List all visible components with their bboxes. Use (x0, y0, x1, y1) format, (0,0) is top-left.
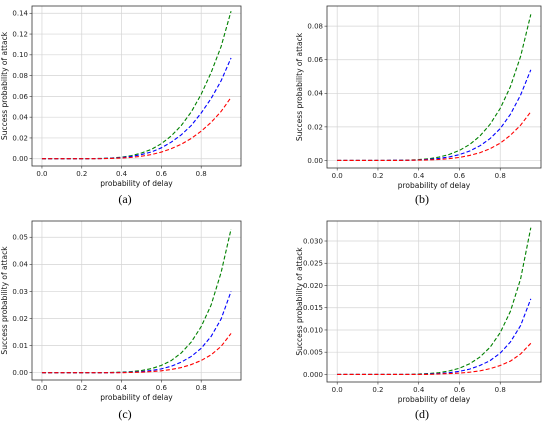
x-tick-label: 0.8 (495, 386, 506, 394)
y-tick-label: 0.030 (303, 237, 323, 245)
x-tick-label: 0.2 (372, 386, 383, 394)
y-tick-label: 0.00 (12, 155, 28, 163)
panel-caption: (c) (118, 407, 131, 421)
x-tick-label: 0.2 (372, 172, 383, 180)
x-axis-label: probability of delay (100, 393, 173, 402)
series-line-2 (41, 57, 232, 160)
y-tick-label: 0.01 (12, 342, 28, 350)
x-tick-label: 0.6 (454, 386, 466, 394)
x-tick-label: 0.2 (76, 384, 87, 392)
x-axis-label: probability of delay (100, 179, 173, 188)
y-tick-label: 0.04 (12, 114, 28, 122)
y-axis-label: Success probability of attack (295, 247, 304, 356)
y-tick-label: 0.02 (307, 123, 323, 131)
x-tick-label: 0.4 (413, 172, 425, 180)
y-tick-label: 0.000 (303, 371, 323, 379)
series-line-2 (41, 291, 232, 374)
y-tick-label: 0.08 (12, 72, 28, 80)
y-tick-label: 0.00 (12, 369, 28, 377)
x-tick-label: 0.0 (332, 172, 343, 180)
plot-frame (326, 5, 542, 169)
y-tick-label: 0.06 (307, 56, 323, 64)
y-tick-label: 0.05 (12, 234, 28, 242)
x-tick-label: 0.0 (36, 170, 47, 178)
y-tick-label: 0.00 (307, 157, 323, 165)
y-tick-label: 0.010 (303, 326, 323, 334)
y-axis-label: Success probability of attack (0, 246, 9, 355)
y-tick-label: 0.005 (303, 349, 323, 357)
x-tick-label: 0.0 (332, 386, 343, 394)
y-tick-label: 0.02 (12, 134, 28, 142)
x-tick-label: 0.8 (196, 384, 207, 392)
series-line-2 (337, 298, 532, 375)
series-line-1 (337, 14, 532, 161)
y-tick-label: 0.04 (307, 90, 323, 98)
x-tick-label: 0.0 (36, 384, 47, 392)
series-line-3 (337, 342, 532, 375)
y-tick-label: 0.04 (12, 261, 28, 269)
chart-panel-d: 0.0 0.2 0.4 0.6 0.8 0.000 0.005 0.010 0.015 0.020… (295, 220, 542, 421)
x-axis-label: probability of delay (398, 181, 471, 190)
x-axis-label: probability of delay (398, 395, 471, 404)
y-tick-label: 0.025 (303, 260, 323, 268)
y-axis-label: Success probability of attack (295, 32, 304, 141)
series-line-3 (337, 111, 532, 161)
panel-caption: (d) (415, 407, 429, 421)
y-tick-label: 0.12 (12, 30, 28, 38)
x-tick-label: 0.2 (76, 170, 87, 178)
x-tick-label: 0.6 (156, 384, 168, 392)
panel-caption: (b) (415, 192, 429, 206)
series-line-1 (41, 229, 232, 374)
series-line-3 (41, 333, 232, 374)
x-tick-label: 0.6 (156, 170, 168, 178)
x-tick-label: 0.4 (413, 386, 425, 394)
series-line-1 (41, 11, 232, 160)
y-axis-label: Success probability of attack (0, 31, 9, 140)
x-tick-label: 0.4 (116, 170, 128, 178)
series-line-3 (41, 97, 232, 160)
y-tick-label: 0.02 (12, 315, 28, 323)
series-line-2 (337, 69, 532, 161)
series-line-1 (337, 227, 532, 375)
plot-frame (31, 5, 242, 167)
panel-caption: (a) (118, 192, 131, 206)
y-tick-label: 0.08 (307, 23, 323, 31)
chart-panel-b: 0.0 0.2 0.4 0.6 0.8 0.00 0.02 0.04 0.06 0.08 proba… (295, 5, 542, 206)
chart-panel-a: 0.0 0.2 0.4 0.6 0.8 0.00 0.02 0.04 0.06 0.08 0.10 0… (0, 5, 242, 206)
y-tick-label: 0.020 (303, 282, 323, 290)
plot-frame (326, 220, 542, 383)
y-tick-label: 0.015 (303, 304, 323, 312)
x-tick-label: 0.6 (454, 172, 466, 180)
y-tick-label: 0.10 (12, 51, 28, 59)
plot-frame (31, 220, 242, 381)
y-tick-label: 0.06 (12, 93, 28, 101)
chart-panel-c: 0.0 0.2 0.4 0.6 0.8 0.00 0.01 0.02 0.03 0.04 0.05 p… (0, 220, 242, 421)
x-tick-label: 0.8 (495, 172, 506, 180)
x-tick-label: 0.4 (116, 384, 128, 392)
y-tick-label: 0.03 (12, 288, 28, 296)
x-tick-label: 0.8 (196, 170, 207, 178)
y-tick-label: 0.14 (12, 10, 28, 18)
